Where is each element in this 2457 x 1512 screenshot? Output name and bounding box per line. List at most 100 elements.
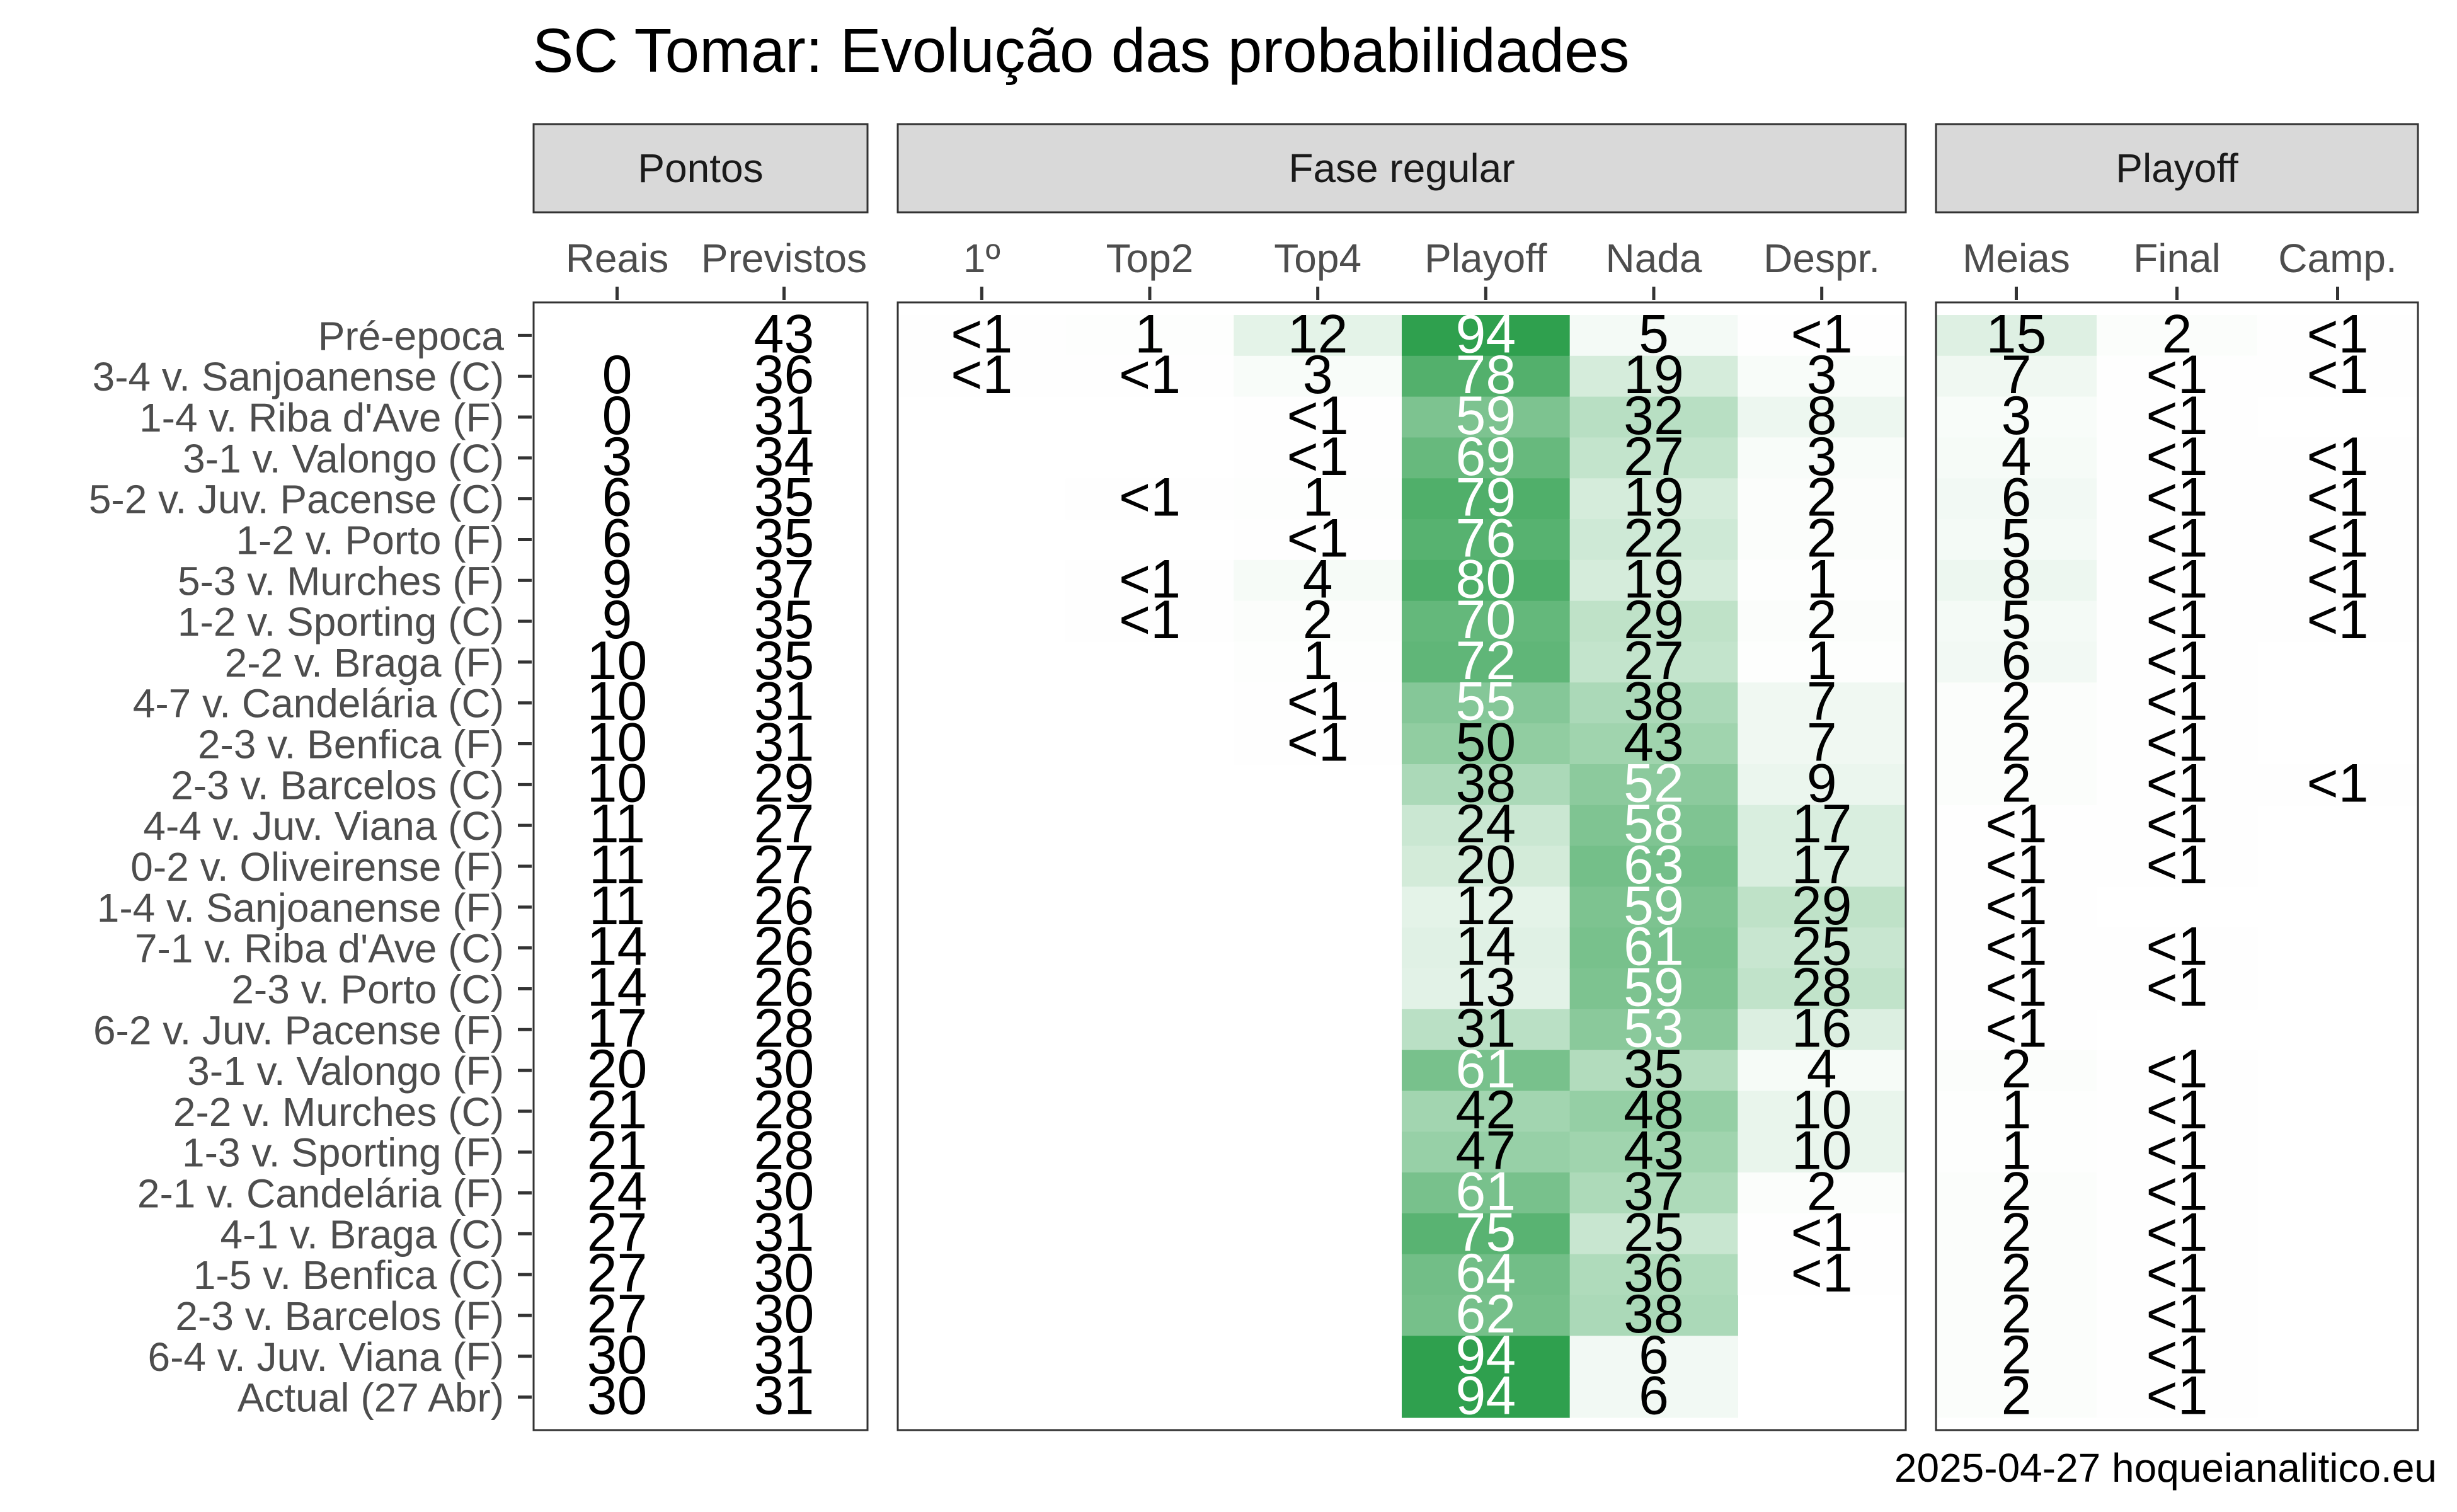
column-reais: Reais00366991010101011111114141720212124… bbox=[566, 236, 669, 1426]
cell-value: 1 bbox=[1135, 304, 1165, 364]
cell-value: <1 bbox=[1985, 917, 2047, 977]
heatmap-cell bbox=[1936, 723, 2097, 765]
heatmap-cell bbox=[1402, 1254, 1571, 1296]
cell-value: 59 bbox=[1624, 957, 1684, 1017]
cell-value: <1 bbox=[1791, 1243, 1853, 1303]
cell-value: 61 bbox=[1455, 1162, 1516, 1222]
heatmap-cell bbox=[1738, 968, 1906, 1010]
heatmap-cell bbox=[1738, 805, 1906, 847]
cell-value: 1 bbox=[2002, 1080, 2032, 1140]
cell-value: <1 bbox=[2146, 427, 2208, 487]
row-label: 6-2 v. Juv. Pacense (F) bbox=[93, 1007, 504, 1053]
cell-value: 27 bbox=[1624, 427, 1684, 487]
heatmap-cell bbox=[1936, 886, 2097, 928]
heatmap-cell bbox=[1402, 1131, 1571, 1173]
heatmap-cell bbox=[2097, 682, 2258, 724]
cell-value: <1 bbox=[1985, 835, 2047, 895]
heatmap-cell bbox=[2097, 927, 2258, 969]
cell-value: <1 bbox=[1985, 794, 2047, 854]
panel-strip-label: Fase regular bbox=[1288, 146, 1515, 191]
cell-value: 8 bbox=[2002, 549, 2032, 609]
heatmap-cell bbox=[1569, 600, 1738, 643]
heatmap-cell bbox=[1402, 723, 1571, 765]
chart-caption: 2025-04-27 hoqueianalitico.eu bbox=[1894, 1445, 2437, 1491]
heatmap-cell bbox=[1569, 927, 1738, 969]
cell-value: 14 bbox=[1455, 917, 1516, 977]
cell-value: 32 bbox=[1624, 386, 1684, 446]
heatmap-cell bbox=[1402, 355, 1571, 398]
cell-value: 5 bbox=[1639, 304, 1669, 364]
heatmap-cell bbox=[1569, 845, 1738, 888]
heatmap-cell bbox=[1065, 559, 1234, 602]
cell-value: 34 bbox=[754, 427, 815, 487]
heatmap-cell bbox=[1402, 845, 1571, 888]
heatmap-cell bbox=[2097, 1377, 2258, 1418]
cell-value: 2 bbox=[2002, 1366, 2032, 1426]
cell-value: 2 bbox=[1807, 590, 1837, 650]
heatmap-cell bbox=[1234, 478, 1402, 520]
heatmap-cell bbox=[1569, 519, 1738, 561]
cell-value: <1 bbox=[1985, 957, 2047, 1017]
cell-value: 2 bbox=[1807, 1162, 1837, 1222]
row-label: 1-4 v. Sanjoanense (F) bbox=[97, 885, 504, 931]
cell-value: 20 bbox=[1455, 835, 1516, 895]
cell-value: 31 bbox=[754, 1366, 815, 1426]
cell-value: 6 bbox=[2002, 467, 2032, 528]
heatmap-cell bbox=[1234, 559, 1402, 602]
heatmap-cell bbox=[1936, 315, 2097, 357]
cell-value: 6 bbox=[602, 508, 633, 568]
cell-value: 7 bbox=[1807, 713, 1837, 773]
heatmap-cell bbox=[1402, 315, 1571, 357]
row-label: 3-1 v. Valongo (C) bbox=[183, 436, 504, 481]
cell-value: 43 bbox=[1624, 713, 1684, 773]
cell-value: <1 bbox=[1119, 345, 1181, 405]
cell-value: 7 bbox=[1807, 672, 1837, 732]
heatmap-cell bbox=[1569, 559, 1738, 602]
row-label: 1-4 v. Riba d'Ave (F) bbox=[139, 395, 504, 440]
cell-value: 26 bbox=[754, 917, 815, 977]
cell-value: 31 bbox=[754, 672, 815, 732]
cell-value: <1 bbox=[2146, 508, 2208, 568]
heatmap-cell bbox=[2097, 1336, 2258, 1377]
cell-value: 94 bbox=[1455, 1366, 1516, 1426]
cell-value: <1 bbox=[2146, 590, 2208, 650]
panel-strip-fase-regular bbox=[896, 123, 1907, 214]
cell-value: <1 bbox=[2306, 467, 2368, 528]
heatmap-cell bbox=[2097, 968, 2258, 1010]
cell-value: 3 bbox=[602, 427, 633, 487]
row-label: Pré-epoca bbox=[318, 313, 505, 358]
heatmap-cell bbox=[1569, 641, 1738, 683]
heatmap-cell bbox=[2097, 437, 2258, 479]
heatmap-cell bbox=[2097, 805, 2258, 847]
heatmap-cell bbox=[1936, 764, 2097, 806]
heatmap-cell bbox=[1402, 1009, 1571, 1051]
cell-value: 38 bbox=[1455, 753, 1516, 813]
heatmap-cell bbox=[2257, 437, 2419, 479]
heatmap-cell bbox=[1738, 519, 1906, 561]
heatmap-cell bbox=[2257, 519, 2419, 561]
heatmap-cell bbox=[1234, 723, 1402, 765]
cell-value: 2 bbox=[2002, 672, 2032, 732]
cell-value: <1 bbox=[2146, 1121, 2208, 1181]
panels: PontosReais00366991010101011111114141720… bbox=[532, 123, 2419, 1431]
heatmap-cell bbox=[1065, 315, 1234, 357]
cell-value: 62 bbox=[1455, 1284, 1516, 1344]
cell-value: 19 bbox=[1624, 467, 1684, 528]
heatmap-cell bbox=[1569, 1172, 1738, 1214]
cell-value: 94 bbox=[1455, 1325, 1516, 1385]
cell-value: 10 bbox=[587, 753, 648, 813]
cell-value: 2 bbox=[2002, 1325, 2032, 1385]
heatmap-cell bbox=[2097, 600, 2258, 643]
cell-value: 14 bbox=[587, 917, 648, 977]
heatmap-cell bbox=[1402, 437, 1571, 479]
cell-value: 10 bbox=[1792, 1121, 1852, 1181]
column-final: Final2<1<1<1<1<1<1<1<1<1<1<1<1<1<1<1<1<1… bbox=[2097, 236, 2258, 1426]
heatmap-cell bbox=[2097, 1254, 2258, 1296]
cell-value: 30 bbox=[754, 1162, 815, 1222]
cell-value: 27 bbox=[1624, 631, 1684, 691]
row-label: 5-3 v. Murches (F) bbox=[178, 558, 504, 604]
cell-value: 10 bbox=[587, 631, 648, 691]
heatmap-cell bbox=[2097, 1172, 2258, 1214]
row-label: 6-4 v. Juv. Viana (F) bbox=[147, 1334, 504, 1380]
